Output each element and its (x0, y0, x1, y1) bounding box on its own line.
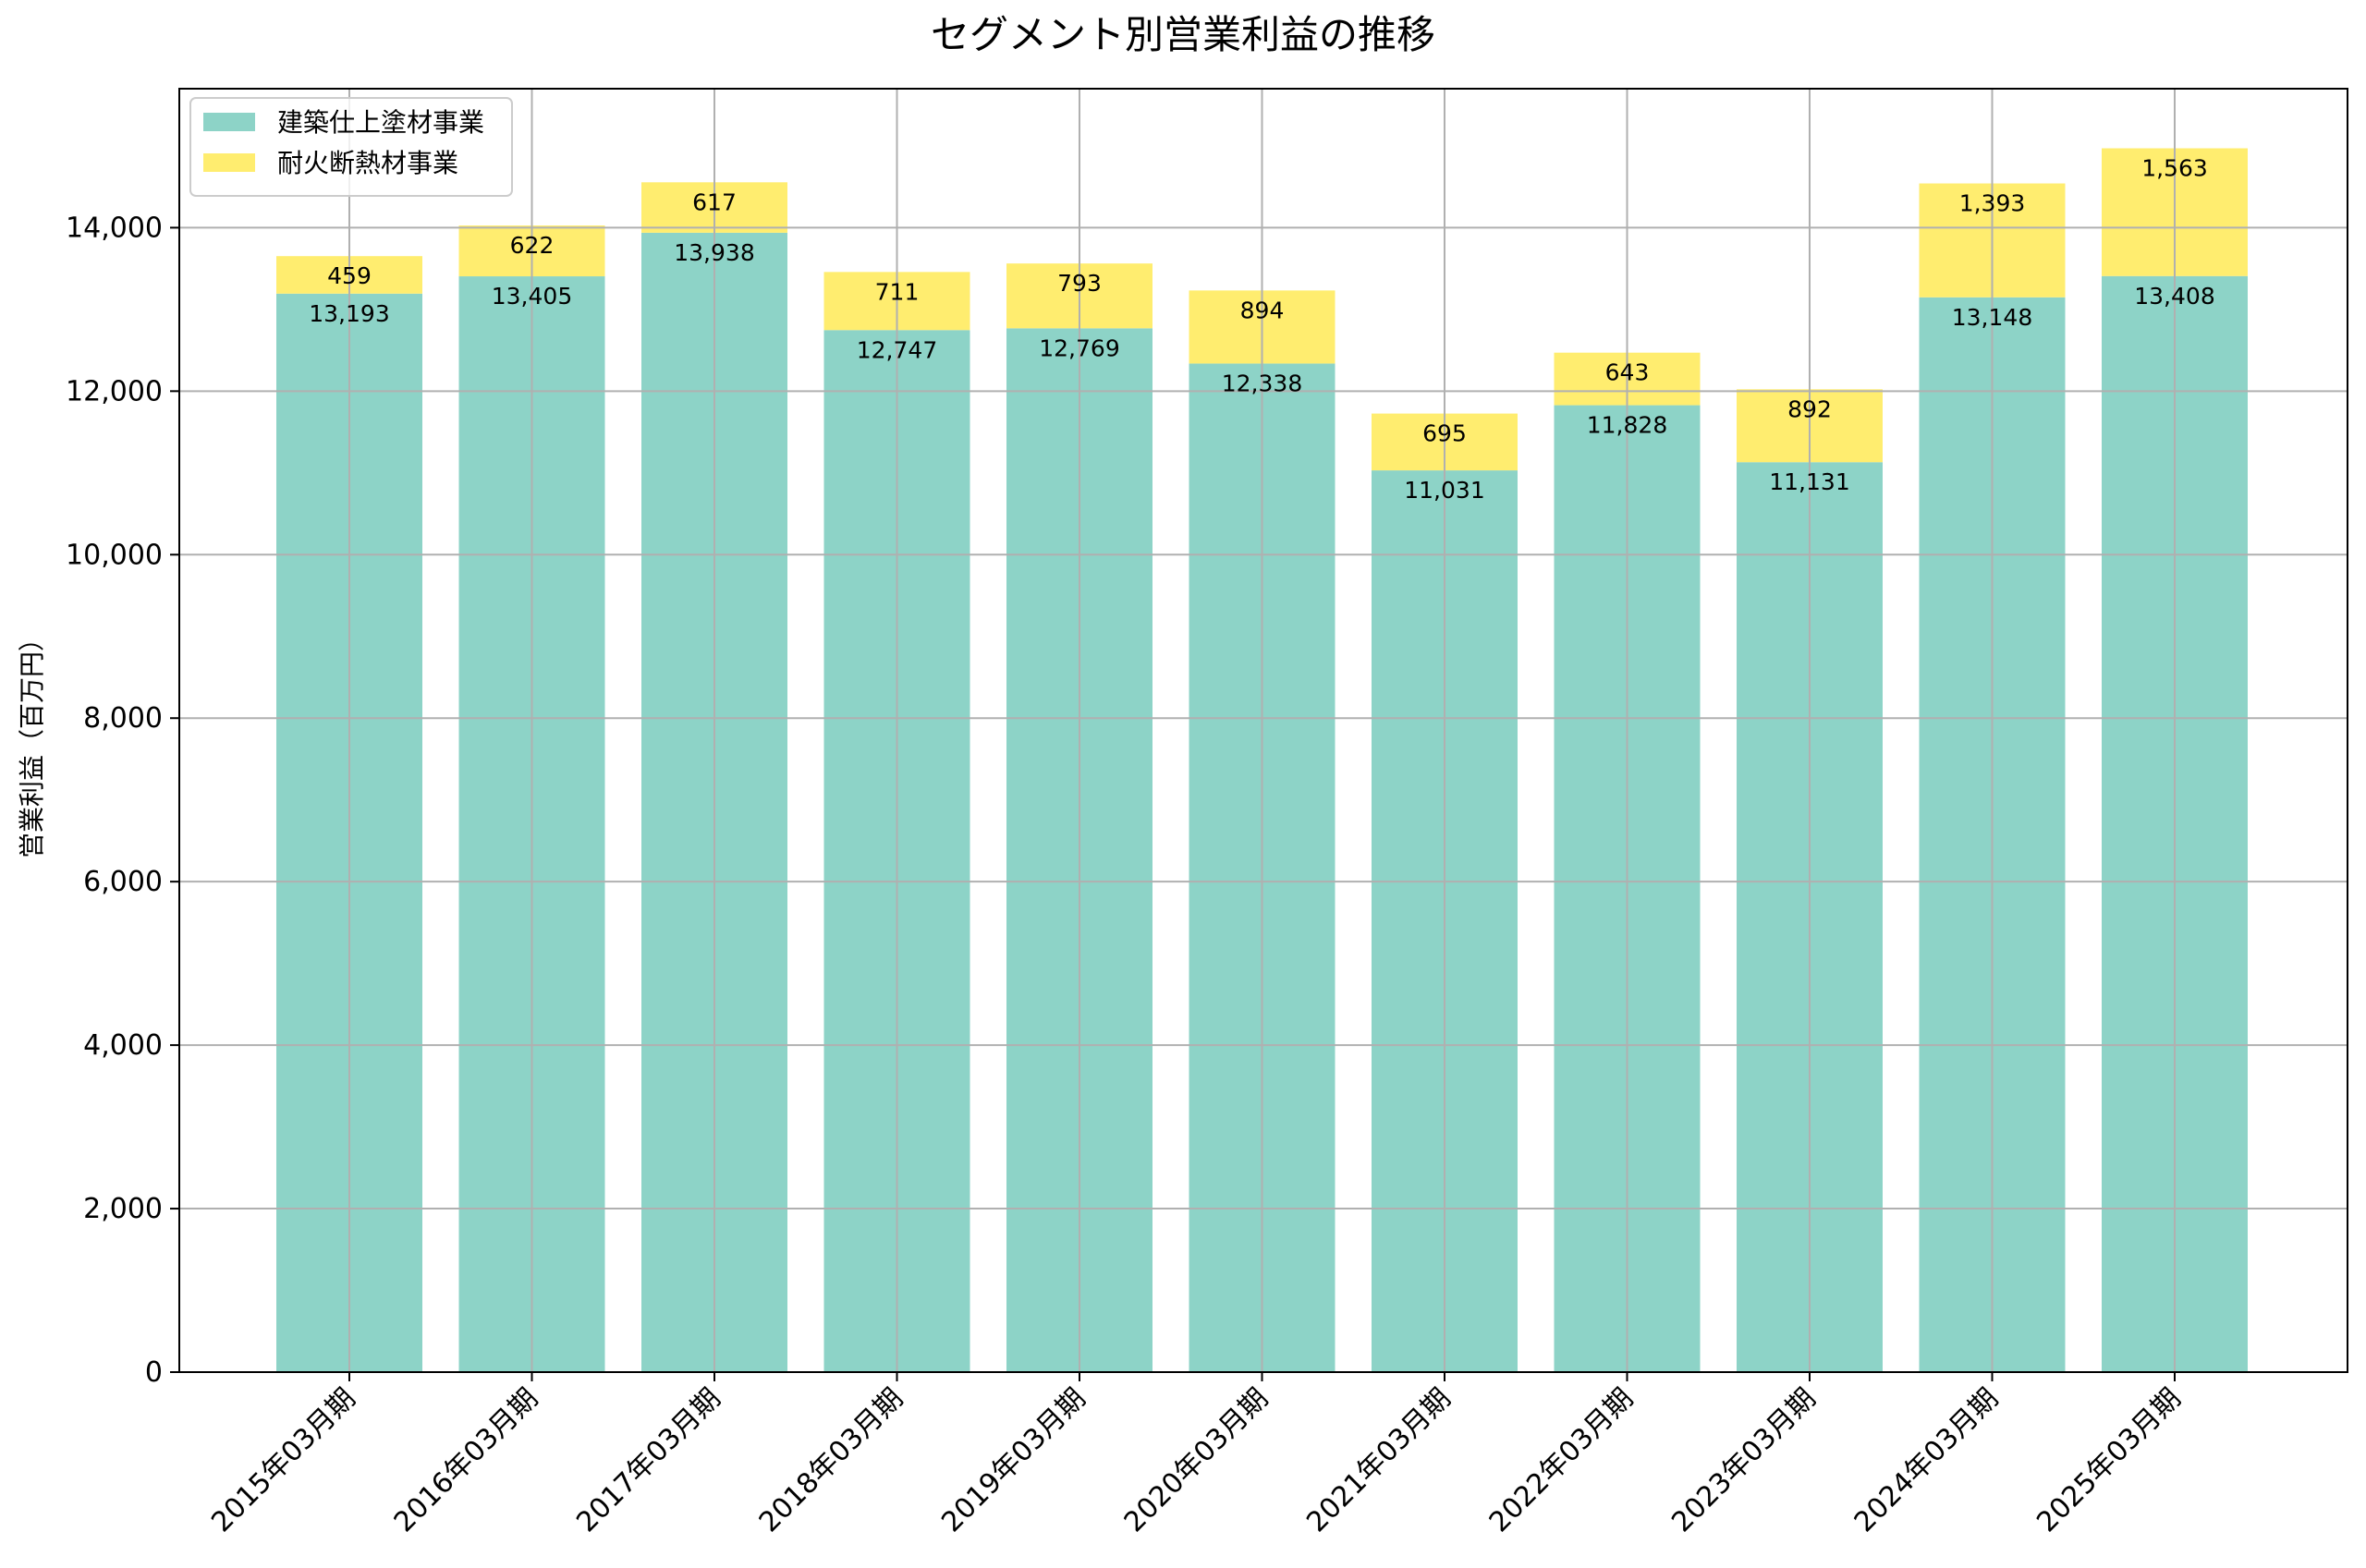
x-axis: 2015年03月期 2016年03月期 2017年03月期 2018年03月期 2019… (205, 1372, 2188, 1538)
grid-layer (179, 89, 2348, 1373)
x-tick-label: 2021年03月期 (1300, 1382, 1457, 1538)
y-tick-label: 8,000 (83, 702, 163, 735)
bar-value-label-fireproof-10: 1,563 (2141, 154, 2208, 181)
chart-title: セグメント別営業利益の推移 (931, 12, 1435, 57)
y-axis: 0 2,000 4,000 6,000 8,000 10,000 12,000 14,000 (66, 212, 179, 1389)
x-tick-label: 2018年03月期 (753, 1382, 909, 1538)
y-tick-label: 4,000 (83, 1029, 163, 1062)
bar-label-layer: 13,193 459 13,405 622 13,938 617 12,747 711 12,7… (309, 154, 2214, 504)
bar-value-label-fireproof-2: 617 (692, 188, 737, 215)
bar-value-label-fireproof-9: 1,393 (1959, 190, 2026, 217)
legend-swatch-1 (203, 153, 255, 172)
bar-value-label-coating-9: 13,148 (1952, 304, 2032, 331)
x-tick-label: 2019年03月期 (935, 1382, 1092, 1538)
x-tick-label: 2015年03月期 (205, 1382, 361, 1538)
x-tick-label: 2017年03月期 (570, 1382, 726, 1538)
legend-label-1: 耐火断熱材事業 (277, 148, 458, 178)
y-tick-label: 0 (145, 1356, 163, 1389)
bar-value-label-coating-6: 11,031 (1404, 477, 1484, 504)
bar-value-label-fireproof-1: 622 (510, 232, 555, 259)
bar-value-label-coating-3: 12,747 (857, 336, 937, 363)
x-tick-label: 2016年03月期 (388, 1382, 544, 1538)
y-tick-label: 14,000 (66, 212, 163, 244)
bar-value-label-coating-8: 11,131 (1769, 468, 1849, 495)
bar-value-label-fireproof-5: 894 (1240, 297, 1285, 323)
y-tick-label: 2,000 (83, 1193, 163, 1225)
y-axis-label: 営業利益（百万円） (17, 626, 47, 858)
x-tick-label: 2022年03月期 (1483, 1382, 1640, 1538)
y-tick-label: 12,000 (66, 375, 163, 407)
bar-value-label-coating-0: 13,193 (309, 300, 389, 327)
legend-label-0: 建築仕上塗材事業 (277, 107, 484, 138)
bar-value-label-fireproof-8: 892 (1787, 395, 1832, 422)
bar-value-label-fireproof-4: 793 (1057, 270, 1102, 297)
plot-frame (178, 88, 2348, 1373)
legend-box (189, 97, 513, 197)
bar-value-label-fireproof-7: 643 (1605, 359, 1650, 386)
bar-value-label-coating-5: 12,338 (1222, 370, 1302, 396)
legend-swatch-0 (203, 113, 255, 131)
y-tick-label: 6,000 (83, 866, 163, 898)
bar-value-label-fireproof-3: 711 (875, 278, 920, 305)
bar-value-label-coating-2: 13,938 (674, 239, 754, 266)
bar-value-label-fireproof-6: 695 (1422, 420, 1467, 447)
bar-value-label-coating-1: 13,405 (492, 283, 572, 310)
x-tick-label: 2025年03月期 (2031, 1382, 2187, 1538)
x-tick-label: 2024年03月期 (1848, 1382, 2005, 1538)
x-tick-label: 2023年03月期 (1665, 1382, 1822, 1538)
bar-value-label-fireproof-0: 459 (327, 262, 372, 289)
x-tick-label: 2020年03月期 (1118, 1382, 1274, 1538)
bar-value-label-coating-7: 11,828 (1587, 412, 1667, 439)
y-tick-label: 10,000 (66, 539, 163, 571)
bar-value-label-coating-4: 12,769 (1039, 334, 1119, 361)
bar-value-label-coating-10: 13,408 (2134, 283, 2214, 310)
